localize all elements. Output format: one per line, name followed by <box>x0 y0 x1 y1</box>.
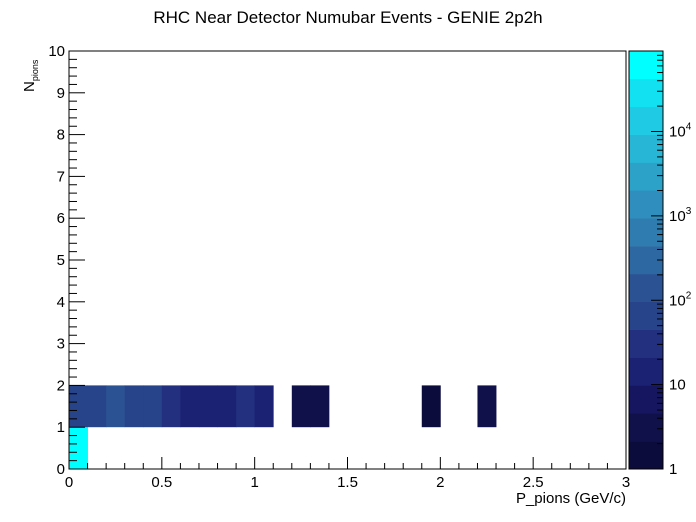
heatmap-bin <box>198 385 218 428</box>
color-scale-tick-label: 1 <box>669 461 677 478</box>
color-scale-band <box>629 134 663 163</box>
y-tick-label: 8 <box>57 127 65 144</box>
y-axis-label: Npions <box>21 59 40 92</box>
x-tick-label: 2.5 <box>523 474 544 491</box>
color-scale-band <box>629 329 663 358</box>
heatmap-bin <box>69 427 88 469</box>
y-axis-label-main: N <box>21 81 38 92</box>
color-scale-band <box>629 413 663 442</box>
heatmap-bin <box>106 385 126 428</box>
y-tick-label: 10 <box>48 43 65 60</box>
y-tick-label: 9 <box>57 85 65 102</box>
y-tick-label: 0 <box>57 461 65 478</box>
x-tick-label: 0.5 <box>151 474 172 491</box>
chart-title: RHC Near Detector Numubar Events - GENIE… <box>153 8 543 27</box>
x-tick-label: 2 <box>436 474 444 491</box>
y-tick-label: 3 <box>57 336 65 353</box>
color-scale-band <box>629 78 663 108</box>
color-scale-tick-label: 103 <box>669 206 692 225</box>
color-scale-band <box>629 190 663 219</box>
y-tick-label: 7 <box>57 168 65 185</box>
color-scale: 1 10 102 103 104 <box>628 50 692 478</box>
heatmap-bin <box>124 385 144 428</box>
color-scale-tick-label: 10 <box>669 377 686 394</box>
y-tick-label: 5 <box>57 252 65 269</box>
svg-text:Npions: Npions <box>21 59 40 92</box>
heatmap-bin <box>143 385 163 428</box>
heatmap-bins <box>69 385 497 469</box>
heatmap-bin <box>69 385 88 428</box>
x-axis-label: P_pions (GeV/c) <box>516 490 626 507</box>
color-scale-band <box>629 357 663 386</box>
y-tick-label: 1 <box>57 419 65 436</box>
heatmap-bin <box>217 385 237 428</box>
heatmap-bin <box>477 385 497 428</box>
heatmap-bin <box>254 385 274 428</box>
heatmap-bin <box>180 385 200 428</box>
heatmap-bin <box>161 385 181 428</box>
color-scale-band <box>629 441 663 470</box>
y-axis-label-sub: pions <box>30 59 40 81</box>
color-scale-band <box>629 106 663 135</box>
y-tick-label: 6 <box>57 210 65 227</box>
color-scale-band <box>629 162 663 191</box>
y-tick-label: 4 <box>57 294 65 311</box>
x-tick-label: 3 <box>622 474 630 491</box>
axes: 0 0.5 1 1.5 2 2.5 3 0 1 2 3 4 5 6 7 8 9 10 <box>48 43 630 491</box>
x-tick-label: 1.5 <box>337 474 358 491</box>
heatmap-bin <box>310 385 330 428</box>
color-scale-band <box>629 273 663 303</box>
color-scale-band <box>629 385 663 414</box>
x-tick-label: 0 <box>65 474 73 491</box>
color-scale-tick-label: 104 <box>669 122 692 141</box>
heatmap-bin <box>87 385 107 428</box>
x-tick-label: 1 <box>250 474 258 491</box>
heatmap-bin <box>291 385 311 428</box>
y-tick-label: 2 <box>57 377 65 394</box>
color-scale-tick-label: 102 <box>669 290 692 309</box>
color-scale-band <box>629 218 663 247</box>
heatmap-bin <box>421 385 441 428</box>
heatmap-bin <box>236 385 256 428</box>
